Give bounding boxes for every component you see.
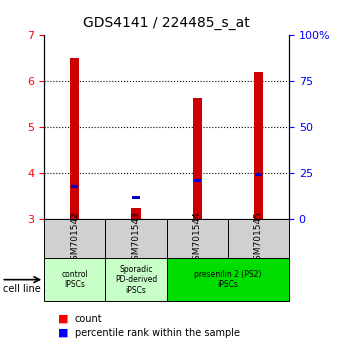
Text: cell line: cell line bbox=[3, 284, 41, 293]
FancyBboxPatch shape bbox=[228, 219, 289, 258]
Bar bbox=[70, 58, 80, 219]
Text: GSM701542: GSM701542 bbox=[70, 212, 79, 266]
FancyBboxPatch shape bbox=[44, 219, 105, 258]
Bar bbox=[193, 179, 201, 182]
Text: count: count bbox=[75, 314, 102, 324]
Text: GSM701543: GSM701543 bbox=[132, 211, 140, 267]
Text: percentile rank within the sample: percentile rank within the sample bbox=[75, 328, 240, 338]
FancyBboxPatch shape bbox=[105, 219, 167, 258]
Text: control
IPSCs: control IPSCs bbox=[62, 270, 88, 289]
Text: GSM701544: GSM701544 bbox=[193, 212, 202, 266]
Bar bbox=[254, 72, 263, 219]
Text: Sporadic
PD-derived
iPSCs: Sporadic PD-derived iPSCs bbox=[115, 265, 157, 295]
Bar bbox=[255, 173, 262, 176]
Bar bbox=[192, 97, 202, 219]
Text: ■: ■ bbox=[58, 314, 68, 324]
Text: GSM701545: GSM701545 bbox=[254, 211, 263, 267]
Bar bbox=[71, 185, 79, 188]
FancyBboxPatch shape bbox=[44, 258, 105, 301]
Text: ■: ■ bbox=[58, 328, 68, 338]
Bar bbox=[132, 208, 141, 219]
Title: GDS4141 / 224485_s_at: GDS4141 / 224485_s_at bbox=[83, 16, 250, 30]
FancyBboxPatch shape bbox=[167, 258, 289, 301]
FancyBboxPatch shape bbox=[105, 258, 167, 301]
FancyBboxPatch shape bbox=[167, 219, 228, 258]
Bar bbox=[132, 196, 140, 199]
Text: presenilin 2 (PS2)
iPSCs: presenilin 2 (PS2) iPSCs bbox=[194, 270, 261, 289]
